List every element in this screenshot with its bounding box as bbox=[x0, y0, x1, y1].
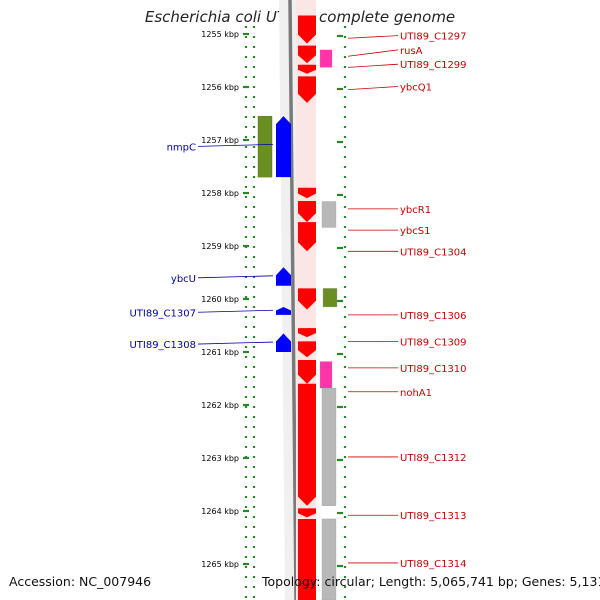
scale-tick-label: 1256 kbp bbox=[201, 83, 239, 92]
scale-tick-label: 1263 kbp bbox=[201, 454, 239, 463]
gene-label-noha1: nohA1 bbox=[400, 388, 432, 399]
scale-tick-label: 1258 kbp bbox=[201, 189, 239, 198]
gene-label-ybcs1: ybcS1 bbox=[400, 226, 430, 237]
magenta-feature-box bbox=[319, 361, 333, 389]
gene-label-uti89_c1309: UTI89_C1309 bbox=[400, 337, 467, 348]
gene-label-uti89_c1310: UTI89_C1310 bbox=[400, 364, 467, 375]
gene-label-uti89_c1306: UTI89_C1306 bbox=[400, 311, 467, 322]
gray-feature-box bbox=[321, 387, 337, 506]
reverse-gene-ybcu bbox=[276, 267, 291, 286]
gene-label-uti89_c1304: UTI89_C1304 bbox=[400, 247, 467, 258]
gene-label-rusa: rusA bbox=[400, 46, 423, 57]
label-leader bbox=[197, 275, 274, 279]
label-leader bbox=[347, 35, 399, 39]
label-leader bbox=[197, 309, 274, 313]
gene-label-nmpc: nmpC bbox=[167, 142, 196, 153]
olive-feature-box bbox=[322, 288, 338, 308]
scale-tick-label: 1261 kbp bbox=[201, 348, 239, 357]
magenta-feature-box bbox=[319, 49, 333, 68]
scale-tick-label: 1264 kbp bbox=[201, 507, 239, 516]
topology-text: Topology: circular; Length: 5,065,741 bp… bbox=[262, 574, 600, 589]
olive-reverse-box bbox=[257, 115, 273, 178]
label-leader bbox=[347, 63, 399, 68]
gene-label-uti89_c1312: UTI89_C1312 bbox=[400, 453, 467, 464]
forward-gene-uti89_c1299 bbox=[298, 64, 316, 74]
gray-feature-box bbox=[321, 201, 337, 228]
scale-tick-label: 1259 kbp bbox=[201, 242, 239, 251]
reverse-gene-nmpc bbox=[276, 116, 291, 178]
scale-tick-label: 1257 kbp bbox=[201, 136, 239, 145]
forward-gene-uti89_c1297 bbox=[298, 15, 316, 44]
gray-feature-box bbox=[321, 518, 337, 600]
scale-tick-label: 1262 kbp bbox=[201, 401, 239, 410]
forward-gene-uti89_c1313 bbox=[298, 508, 316, 518]
forward-gene-ybcs1 bbox=[298, 200, 316, 223]
forward-gene-rusa bbox=[298, 45, 316, 64]
gene-label-uti89_c1299: UTI89_C1299 bbox=[400, 60, 467, 71]
gene-label-uti89_c1308: UTI89_C1308 bbox=[129, 340, 196, 351]
scale-tick-label: 1265 kbp bbox=[201, 560, 239, 569]
forward-gene-uti89_c1309 bbox=[298, 328, 316, 338]
forward-gene-uti89_c1310 bbox=[298, 341, 316, 358]
reverse-gene-uti89_c1307 bbox=[276, 306, 291, 315]
gene-label-uti89_c1313: UTI89_C1313 bbox=[400, 511, 467, 522]
gene-label-ybcq1: ybcQ1 bbox=[400, 82, 432, 93]
label-leader bbox=[197, 143, 274, 147]
forward-gene-uti89_c1304 bbox=[298, 222, 316, 252]
gene-label-ybcr1: ybcR1 bbox=[400, 205, 431, 216]
forward-gene-uti89_c1314 bbox=[298, 518, 316, 600]
gene-label-uti89_c1307: UTI89_C1307 bbox=[129, 308, 196, 319]
gene-label-uti89_c1297: UTI89_C1297 bbox=[400, 32, 467, 43]
scale-tick-label: 1260 kbp bbox=[201, 295, 239, 304]
scale-tick-label: 1255 kbp bbox=[201, 30, 239, 39]
forward-gene-uti89_c1312 bbox=[298, 383, 316, 506]
forward-gene-noha1 bbox=[298, 359, 316, 384]
label-leader bbox=[197, 341, 274, 345]
label-leader bbox=[347, 86, 399, 91]
forward-gene-uti89_c1306 bbox=[298, 288, 316, 310]
sequence-backbone bbox=[288, 0, 298, 600]
label-leader bbox=[347, 49, 399, 57]
gene-label-uti89_c1314: UTI89_C1314 bbox=[400, 559, 467, 570]
gene-label-ybcu: ybcU bbox=[171, 274, 196, 285]
forward-gene-ybcq1 bbox=[298, 76, 316, 103]
accession-text: Accession: NC_007946 bbox=[9, 574, 152, 589]
reverse-gene-uti89_c1308 bbox=[276, 333, 291, 352]
forward-gene-ybcr1 bbox=[298, 187, 316, 199]
